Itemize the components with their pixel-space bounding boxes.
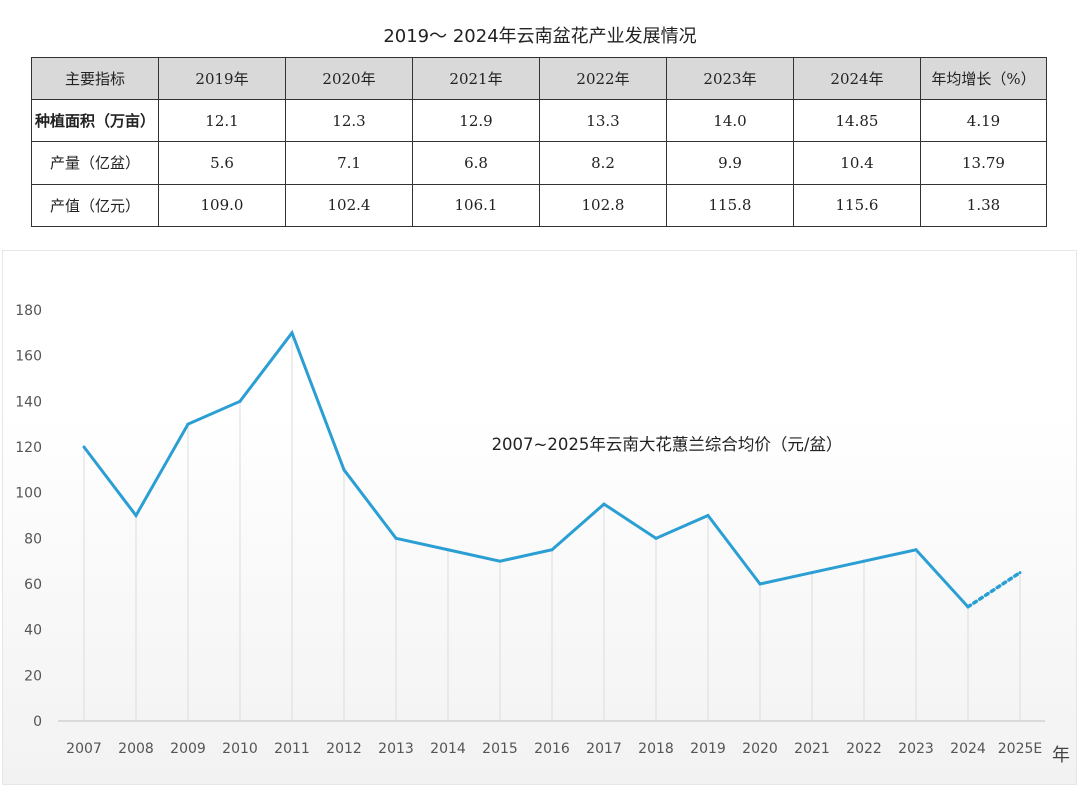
data-point bbox=[82, 445, 86, 449]
series-lines bbox=[82, 329, 1022, 609]
x-tick-label: 2012 bbox=[326, 741, 362, 757]
data-point bbox=[186, 422, 190, 426]
x-tick-label: 2020 bbox=[742, 741, 778, 757]
table-cell: 109.0 bbox=[158, 183, 286, 228]
data-point bbox=[134, 514, 138, 517]
x-tick-label: 2009 bbox=[170, 741, 206, 757]
data-point bbox=[550, 548, 554, 552]
header-cell: 2024年 bbox=[793, 57, 921, 100]
table-header-row: 主要指标 2019年 2020年 2021年 2022年 2023年 2024年… bbox=[31, 57, 1047, 100]
x-tick-label: 2016 bbox=[534, 741, 570, 757]
y-tick-label: 40 bbox=[24, 623, 42, 639]
data-point bbox=[966, 605, 970, 609]
table-cell: 1.38 bbox=[920, 183, 1047, 228]
y-tick-label: 0 bbox=[33, 714, 42, 730]
y-axis: 0 20 40 60 80 100 120 140 160 180 bbox=[15, 303, 42, 730]
x-axis-unit-label: 年 bbox=[1052, 745, 1070, 766]
data-point bbox=[602, 502, 606, 506]
data-point bbox=[1018, 571, 1022, 575]
table-cell: 8.2 bbox=[539, 141, 667, 185]
table-cell: 5.6 bbox=[158, 141, 286, 185]
x-tick-label: 2017 bbox=[586, 741, 622, 757]
table-cell: 115.8 bbox=[666, 183, 794, 228]
header-cell: 2020年 bbox=[285, 57, 413, 100]
data-point bbox=[758, 582, 762, 586]
table-row: 产值（亿元） 109.0 102.4 106.1 102.8 115.8 115… bbox=[31, 183, 1047, 228]
data-point bbox=[238, 399, 242, 403]
chart-grid bbox=[58, 332, 1045, 722]
industry-stats-table: 主要指标 2019年 2020年 2021年 2022年 2023年 2024年… bbox=[31, 57, 1047, 228]
y-tick-label: 120 bbox=[15, 440, 42, 456]
y-tick-label: 60 bbox=[24, 577, 42, 593]
x-tick-label: 2024 bbox=[950, 741, 986, 757]
table-cell: 13.3 bbox=[539, 98, 667, 143]
data-point bbox=[654, 536, 658, 540]
data-point bbox=[446, 548, 450, 552]
series-line-estimate bbox=[966, 570, 1022, 609]
x-tick-label: 2021 bbox=[794, 741, 830, 757]
row-label: 产值（亿元） bbox=[31, 183, 159, 228]
x-axis: 2007 2008 2009 2010 2011 2012 2013 2014 2015 2016… bbox=[66, 741, 1042, 757]
data-point bbox=[394, 536, 398, 540]
header-cell: 2019年 bbox=[158, 57, 286, 100]
table-cell: 102.8 bbox=[539, 183, 667, 228]
y-tick-label: 140 bbox=[15, 394, 42, 410]
data-point bbox=[810, 571, 814, 575]
table-cell: 4.19 bbox=[920, 98, 1047, 143]
data-point bbox=[862, 559, 866, 563]
x-tick-label: 2011 bbox=[274, 741, 310, 757]
x-tick-label: 2019 bbox=[690, 741, 726, 757]
header-cell: 年均增长（%） bbox=[920, 57, 1047, 100]
data-point bbox=[498, 559, 502, 563]
x-tick-label: 2007 bbox=[66, 741, 102, 757]
data-point bbox=[342, 468, 346, 472]
x-tick-label: 2025E bbox=[998, 741, 1042, 757]
table-cell: 102.4 bbox=[285, 183, 413, 228]
x-tick-label: 2022 bbox=[846, 741, 882, 757]
table-cell: 14.85 bbox=[793, 98, 921, 143]
x-tick-label: 2015 bbox=[482, 741, 518, 757]
table-title: 2019～ 2024年云南盆花产业发展情况 bbox=[383, 26, 697, 47]
x-tick-label: 2008 bbox=[118, 741, 154, 757]
data-point bbox=[706, 514, 710, 517]
y-tick-label: 100 bbox=[15, 486, 42, 502]
table-cell: 12.1 bbox=[158, 98, 286, 143]
table-cell: 12.3 bbox=[285, 98, 413, 143]
y-tick-label: 20 bbox=[24, 668, 42, 684]
chart-title: 2007~2025年云南大花蕙兰综合均价（元/盆） bbox=[492, 435, 843, 454]
x-tick-label: 2014 bbox=[430, 741, 466, 757]
table-row: 产量（亿盆） 5.6 7.1 6.8 8.2 9.9 10.4 13.79 bbox=[31, 141, 1047, 185]
table-cell: 12.9 bbox=[412, 98, 540, 143]
chart-panel bbox=[2, 250, 1077, 785]
data-point bbox=[290, 331, 294, 335]
x-tick-label: 2013 bbox=[378, 741, 414, 757]
table-cell: 106.1 bbox=[412, 183, 540, 228]
y-tick-label: 160 bbox=[15, 349, 42, 365]
x-tick-label: 2023 bbox=[898, 741, 934, 757]
x-tick-label: 2018 bbox=[638, 741, 674, 757]
series-line bbox=[82, 329, 970, 608]
header-cell: 2022年 bbox=[539, 57, 667, 100]
table-cell: 115.6 bbox=[793, 183, 921, 228]
y-tick-label: 80 bbox=[24, 531, 42, 547]
y-tick-label: 180 bbox=[15, 303, 42, 319]
x-tick-label: 2010 bbox=[222, 741, 258, 757]
data-point bbox=[914, 548, 918, 552]
header-cell: 2021年 bbox=[412, 57, 540, 100]
